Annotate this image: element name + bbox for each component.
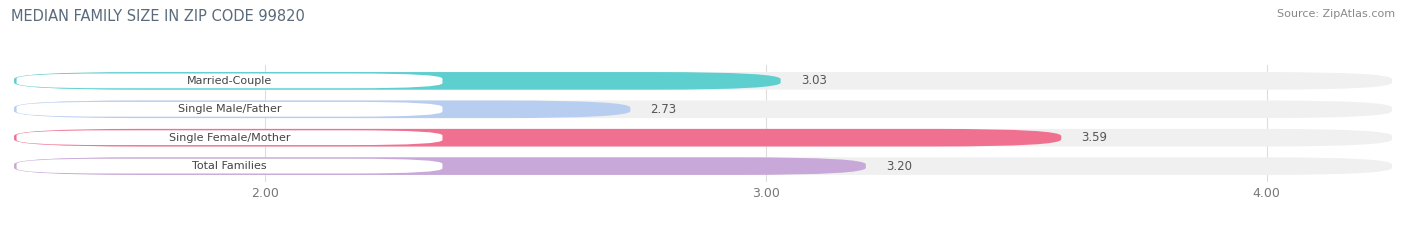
FancyBboxPatch shape <box>17 159 443 174</box>
FancyBboxPatch shape <box>14 72 1392 90</box>
Text: 3.03: 3.03 <box>800 74 827 87</box>
FancyBboxPatch shape <box>17 73 443 88</box>
Text: MEDIAN FAMILY SIZE IN ZIP CODE 99820: MEDIAN FAMILY SIZE IN ZIP CODE 99820 <box>11 9 305 24</box>
Text: 3.59: 3.59 <box>1081 131 1108 144</box>
Text: Total Families: Total Families <box>193 161 267 171</box>
Text: Source: ZipAtlas.com: Source: ZipAtlas.com <box>1277 9 1395 19</box>
Text: 2.73: 2.73 <box>651 103 676 116</box>
FancyBboxPatch shape <box>14 72 780 90</box>
Text: Single Female/Mother: Single Female/Mother <box>169 133 290 143</box>
FancyBboxPatch shape <box>14 100 630 118</box>
FancyBboxPatch shape <box>14 157 1392 175</box>
FancyBboxPatch shape <box>14 100 1392 118</box>
FancyBboxPatch shape <box>14 129 1392 147</box>
FancyBboxPatch shape <box>17 102 443 117</box>
Text: Single Male/Father: Single Male/Father <box>177 104 281 114</box>
FancyBboxPatch shape <box>17 130 443 145</box>
FancyBboxPatch shape <box>14 157 866 175</box>
FancyBboxPatch shape <box>14 129 1062 147</box>
Text: 3.20: 3.20 <box>886 160 912 173</box>
Text: Married-Couple: Married-Couple <box>187 76 273 86</box>
